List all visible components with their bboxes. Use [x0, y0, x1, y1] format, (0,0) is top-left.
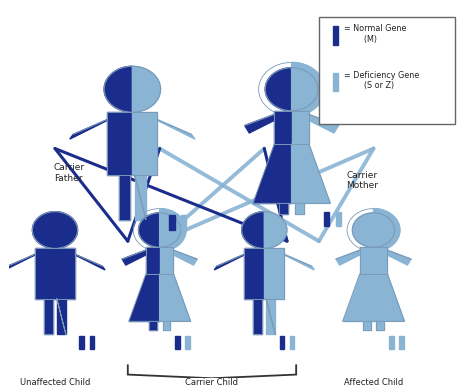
- Polygon shape: [129, 274, 160, 322]
- Polygon shape: [245, 114, 279, 133]
- Polygon shape: [160, 247, 173, 274]
- Polygon shape: [253, 144, 292, 203]
- Polygon shape: [244, 249, 264, 299]
- Text: Carrier
Mother: Carrier Mother: [346, 171, 378, 190]
- Polygon shape: [214, 254, 247, 270]
- Polygon shape: [146, 247, 160, 274]
- Polygon shape: [343, 274, 374, 322]
- FancyBboxPatch shape: [319, 17, 456, 124]
- Polygon shape: [154, 119, 195, 139]
- Polygon shape: [363, 322, 371, 330]
- Polygon shape: [295, 203, 304, 215]
- Polygon shape: [274, 111, 292, 144]
- Polygon shape: [57, 299, 66, 334]
- Polygon shape: [292, 111, 309, 144]
- Polygon shape: [118, 175, 130, 220]
- Polygon shape: [266, 299, 275, 334]
- Polygon shape: [170, 250, 197, 265]
- Polygon shape: [138, 213, 160, 247]
- Polygon shape: [90, 336, 94, 349]
- Polygon shape: [336, 250, 363, 265]
- Polygon shape: [280, 336, 284, 349]
- Polygon shape: [44, 299, 53, 334]
- Polygon shape: [104, 66, 132, 112]
- Polygon shape: [32, 212, 55, 249]
- Polygon shape: [122, 250, 149, 265]
- Polygon shape: [132, 112, 157, 175]
- Polygon shape: [264, 212, 287, 249]
- Polygon shape: [336, 212, 341, 226]
- Polygon shape: [389, 336, 393, 349]
- Polygon shape: [265, 68, 292, 111]
- Polygon shape: [292, 63, 325, 116]
- Polygon shape: [132, 66, 161, 112]
- Polygon shape: [360, 247, 374, 274]
- Polygon shape: [333, 73, 338, 91]
- Polygon shape: [55, 249, 75, 299]
- Polygon shape: [175, 336, 180, 349]
- Polygon shape: [292, 144, 330, 203]
- Polygon shape: [242, 212, 264, 249]
- Polygon shape: [374, 274, 404, 322]
- Polygon shape: [352, 213, 374, 247]
- Text: Affected Child
(25%): Affected Child (25%): [344, 378, 403, 386]
- Text: Carrier
Father: Carrier Father: [53, 163, 84, 183]
- Polygon shape: [324, 212, 329, 226]
- Polygon shape: [374, 208, 400, 252]
- Polygon shape: [169, 215, 174, 230]
- Polygon shape: [107, 112, 132, 175]
- Polygon shape: [70, 119, 111, 139]
- Polygon shape: [304, 114, 338, 133]
- Polygon shape: [160, 208, 186, 252]
- Polygon shape: [264, 249, 284, 299]
- Polygon shape: [254, 299, 263, 334]
- Polygon shape: [181, 215, 186, 230]
- Polygon shape: [55, 212, 78, 249]
- Polygon shape: [333, 26, 338, 45]
- Text: Unaffected Child
(25%): Unaffected Child (25%): [20, 378, 90, 386]
- Polygon shape: [5, 254, 38, 270]
- Polygon shape: [279, 203, 288, 215]
- Polygon shape: [185, 336, 190, 349]
- Polygon shape: [163, 322, 170, 330]
- Polygon shape: [80, 336, 84, 349]
- Text: = Deficiency Gene
        (S or Z): = Deficiency Gene (S or Z): [344, 71, 419, 90]
- Polygon shape: [290, 336, 294, 349]
- Polygon shape: [160, 274, 191, 322]
- Polygon shape: [376, 322, 384, 330]
- Polygon shape: [374, 247, 387, 274]
- Polygon shape: [399, 336, 404, 349]
- Polygon shape: [35, 249, 55, 299]
- Text: Carrier Child
(50%): Carrier Child (50%): [185, 378, 238, 386]
- Polygon shape: [384, 250, 411, 265]
- Polygon shape: [135, 175, 146, 220]
- Text: = Normal Gene
        (M): = Normal Gene (M): [344, 24, 406, 44]
- Polygon shape: [149, 322, 157, 330]
- Polygon shape: [282, 254, 314, 270]
- Polygon shape: [72, 254, 105, 270]
